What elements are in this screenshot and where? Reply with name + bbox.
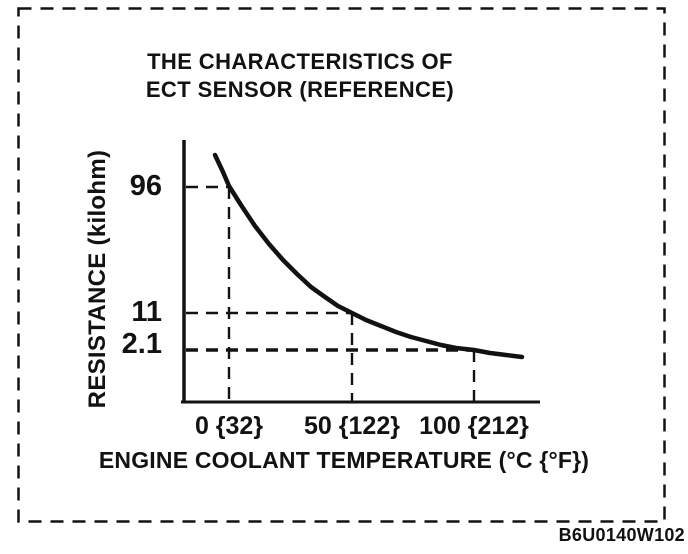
x-tick-100c: 100 {212} (419, 412, 529, 440)
x-axis-label: ENGINE COOLANT TEMPERATURE (°C {°F}) (98, 447, 590, 473)
x-tick-50c: 50 {122} (304, 412, 400, 440)
figure-code: B6U0140W102 (558, 525, 685, 545)
y-tick-2-1: 2.1 (121, 328, 162, 360)
chart-title-line-1: THE CHARACTERISTICS OF (147, 49, 453, 74)
chart-title: THE CHARACTERISTICS OF ECT SENSOR (REFER… (60, 48, 540, 104)
figure-border (17, 7, 666, 523)
chart-title-line-2: ECT SENSOR (REFERENCE) (145, 77, 455, 102)
x-tick-0c: 0 {32} (194, 412, 264, 440)
y-tick-96: 96 (129, 170, 162, 202)
resistance-curve (212, 152, 525, 360)
y-tick-11: 11 (131, 296, 162, 328)
